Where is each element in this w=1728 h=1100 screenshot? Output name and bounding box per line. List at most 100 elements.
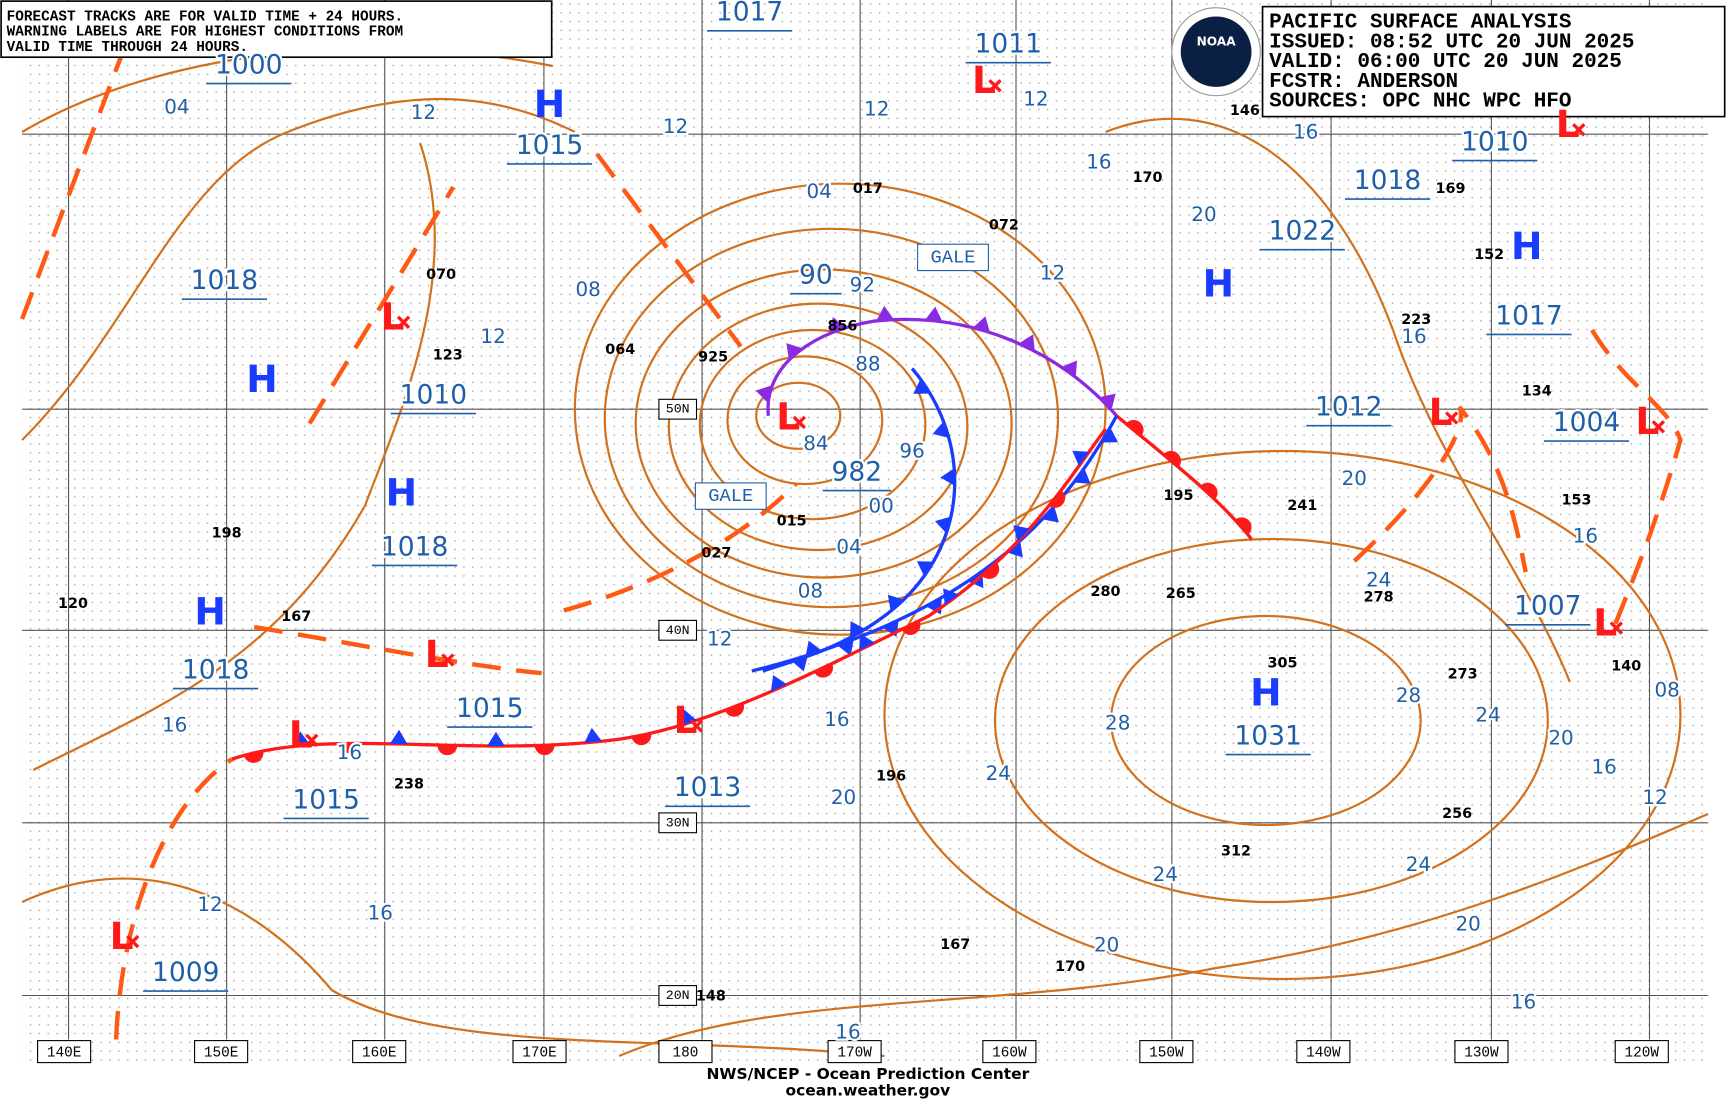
pressure-label: 1010 [400, 380, 467, 411]
station-pressure: 169 [1436, 181, 1466, 197]
front-triangle [916, 561, 934, 577]
station-pressure: 856 [827, 319, 857, 335]
info-line: VALID: 06:00 UTC 20 JUN 2025 [1269, 51, 1622, 74]
pressure-label: 1009 [152, 957, 219, 988]
isobar-label: 88 [855, 353, 880, 376]
isobar-label: 16 [1086, 150, 1111, 173]
front-triangle [913, 378, 931, 394]
station-pressure: 280 [1091, 584, 1121, 600]
isobar-label: 16 [1573, 524, 1598, 547]
front-triangle [858, 633, 875, 651]
low-x [1609, 621, 1624, 635]
info-line: ISSUED: 08:52 UTC 20 JUN 2025 [1269, 31, 1634, 54]
isobar-label: 16 [1592, 755, 1617, 778]
station-pressure: 170 [1055, 959, 1085, 975]
isobar-label: 12 [1642, 786, 1667, 809]
pressure-label: 1018 [381, 531, 448, 562]
grid [22, 0, 1709, 1040]
isobar-label: 04 [836, 535, 861, 558]
pressure-label: 1012 [1315, 392, 1382, 423]
isobar-label: 16 [1293, 121, 1318, 144]
front-symbol [972, 316, 990, 333]
low-center: L [1593, 600, 1617, 644]
station-pressure: 241 [1287, 498, 1317, 514]
high-center: H [1511, 224, 1542, 268]
front-symbol [1072, 450, 1090, 467]
isobar-label: 16 [835, 1020, 860, 1043]
isobar-label: 16 [162, 714, 187, 737]
low-center: L [1556, 102, 1580, 146]
lon-label-box [1296, 1040, 1351, 1064]
isobar-label: 24 [1153, 863, 1178, 886]
low-x [396, 315, 411, 329]
front-semicircle [724, 703, 745, 717]
station-pressure: 198 [212, 526, 242, 542]
high-center: H [386, 471, 417, 515]
front-symbol [584, 727, 602, 743]
isobar-label: 16 [1511, 991, 1536, 1014]
front-triangle [972, 316, 990, 333]
station-pressure: 148 [696, 989, 726, 1005]
front-triangle [943, 588, 959, 606]
isobar-label: 20 [1342, 467, 1367, 490]
warning-label: GALE [708, 485, 753, 507]
lon-label: 140W [1306, 1045, 1341, 1061]
lon-label: 130W [1464, 1045, 1499, 1061]
front-symbol [1125, 420, 1144, 437]
low-x [792, 415, 807, 430]
front-symbol [755, 385, 772, 403]
front-symbol [1061, 360, 1077, 378]
warning-label: GALE [930, 246, 975, 268]
front-symbol [1018, 334, 1035, 352]
front-semicircle [1200, 482, 1218, 500]
front-symbol [916, 561, 934, 577]
front-triangle [1099, 393, 1116, 410]
forecast-tracks [20, 41, 1683, 1040]
front [766, 317, 1118, 417]
isobar-label: 12 [411, 101, 436, 124]
front-semicircle [1163, 450, 1181, 468]
map-background [22, 0, 1709, 1065]
station-pressure: 064 [605, 342, 635, 358]
front-triangle [1006, 540, 1023, 558]
info-line: PACIFIC SURFACE ANALYSIS [1269, 12, 1571, 35]
low-x [1651, 420, 1666, 434]
front-symbol [292, 731, 311, 747]
high-center: H [534, 82, 565, 126]
isobar-label: 20 [831, 786, 856, 809]
station-pressure: 256 [1442, 806, 1472, 822]
front-symbol [724, 703, 745, 717]
isobar-label: 04 [807, 180, 832, 203]
high-center: H [194, 589, 225, 633]
front-semicircle [1049, 490, 1066, 508]
front-triangle [850, 621, 866, 638]
low-x [988, 79, 1002, 93]
front-semicircle [243, 750, 264, 763]
station-pressure: 153 [1562, 493, 1592, 509]
station-pressure: 312 [1221, 843, 1251, 859]
station-pressure: 273 [1448, 666, 1478, 682]
lon-label-box [194, 1040, 249, 1064]
high-center: H [1250, 671, 1281, 715]
lat-label-box [658, 619, 698, 641]
low-x [689, 719, 704, 733]
front-symbol [631, 733, 652, 746]
pressure-label: 1017 [716, 0, 783, 28]
lat-label: 40N [666, 623, 690, 638]
front-triangle [786, 343, 803, 360]
front-triangle [1018, 334, 1035, 352]
front-triangle [584, 727, 602, 743]
front-triangle [1042, 506, 1059, 523]
front-symbol [837, 639, 854, 656]
station-pressure: 278 [1364, 589, 1394, 605]
station-pressure: 146 [1230, 103, 1260, 119]
pressure-label: 982 [832, 457, 883, 488]
station-pressure: 017 [853, 181, 883, 197]
station-pressure: 223 [1401, 312, 1431, 328]
front-triangle [924, 306, 943, 322]
front-symbol [805, 640, 823, 658]
pressure-label: 1015 [456, 693, 523, 724]
front-symbol [786, 343, 803, 360]
